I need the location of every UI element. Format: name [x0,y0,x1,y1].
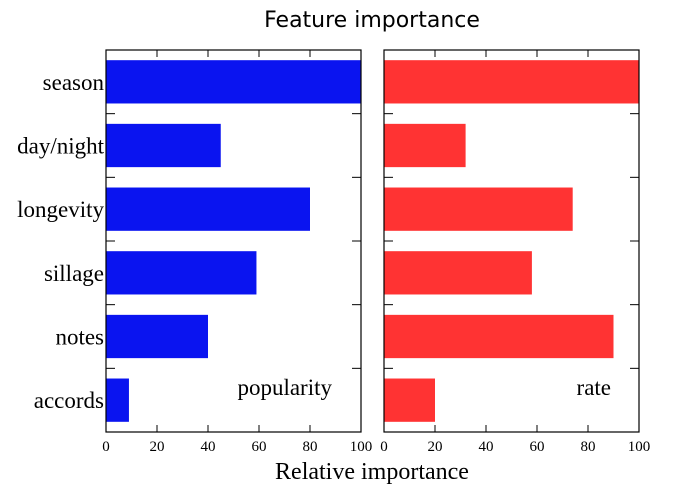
panel-popularity: 0 20 40 60 80 100 season day/night longevity sill… [17,49,373,455]
panel-annotation-rate: rate [577,375,611,400]
x-tick-label: 20 [428,439,443,455]
x-tick-label: 0 [102,439,110,455]
bar-rate-season [384,60,639,104]
bar-rate-longevity [384,187,573,231]
bar-popularity-season [106,60,361,104]
y-tick-label-day-night: day/night [17,134,104,159]
y-tick-label-longevity: longevity [17,197,104,222]
x-tick-label: 60 [252,439,267,455]
bar-rate-day-night [384,123,466,168]
bar-popularity-day-night [106,123,221,168]
bar-popularity-accords [106,378,129,422]
bar-rate-accords [384,378,435,422]
chart-panels: 0 20 40 60 80 100 season day/night longevity sill… [17,49,651,455]
y-tick-label-sillage: sillage [44,261,104,286]
x-tick-label: 80 [581,439,596,455]
x-tick-label: 100 [628,439,651,455]
x-axis-label: Relative importance [275,459,469,485]
x-tick-label: 80 [303,439,318,455]
y-tick-label-accords: accords [34,388,104,413]
bar-rate-sillage [384,251,532,295]
x-tick-label: 60 [530,439,545,455]
x-tick-label: 100 [350,439,373,455]
x-tick-label: 0 [380,439,388,455]
panel-annotation-popularity: popularity [237,375,332,400]
y-tick-label-season: season [43,70,105,95]
x-tick-label: 40 [201,439,216,455]
bar-rate-notes [384,314,614,359]
bar-popularity-notes [106,314,208,359]
chart-title: Feature importance [264,8,480,33]
bar-popularity-longevity [106,187,310,231]
x-tick-label: 20 [150,439,165,455]
bar-popularity-sillage [106,251,257,295]
x-tick-label: 40 [479,439,494,455]
panel-rate: 0 20 40 60 80 100 rate [380,49,651,455]
y-tick-label-notes: notes [55,325,104,350]
